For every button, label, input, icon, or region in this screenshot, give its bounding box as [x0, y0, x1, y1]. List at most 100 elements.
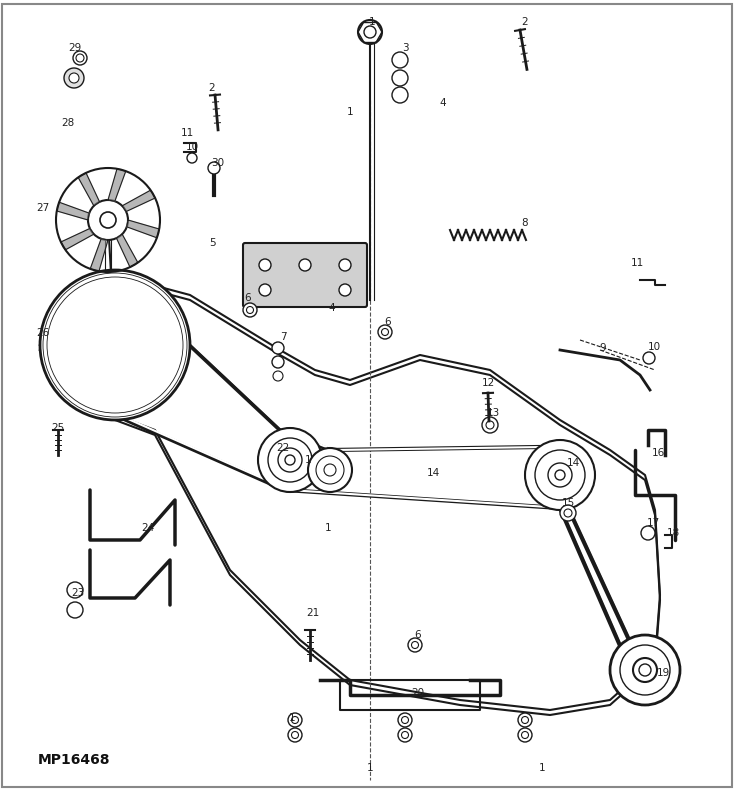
- Text: 30: 30: [211, 158, 224, 168]
- Text: 19: 19: [657, 668, 670, 678]
- Circle shape: [402, 716, 408, 724]
- Polygon shape: [108, 169, 126, 201]
- Circle shape: [398, 713, 412, 727]
- Circle shape: [324, 464, 336, 476]
- Circle shape: [525, 440, 595, 510]
- Circle shape: [288, 713, 302, 727]
- Circle shape: [187, 153, 197, 163]
- Circle shape: [518, 713, 532, 727]
- Circle shape: [308, 448, 352, 492]
- FancyBboxPatch shape: [243, 243, 367, 307]
- Circle shape: [67, 602, 83, 618]
- Circle shape: [259, 284, 271, 296]
- Text: 21: 21: [306, 608, 319, 618]
- Text: 26: 26: [36, 328, 49, 338]
- Circle shape: [392, 70, 408, 86]
- Circle shape: [548, 463, 572, 487]
- Circle shape: [60, 290, 170, 400]
- Circle shape: [208, 162, 220, 174]
- Text: 1: 1: [369, 17, 375, 27]
- Text: 12: 12: [481, 378, 495, 388]
- Circle shape: [107, 337, 123, 353]
- Circle shape: [285, 455, 295, 465]
- Circle shape: [50, 280, 180, 410]
- Text: 1: 1: [289, 713, 295, 723]
- Text: 9: 9: [600, 343, 606, 353]
- Circle shape: [291, 716, 299, 724]
- Circle shape: [564, 509, 572, 517]
- Circle shape: [87, 317, 143, 373]
- Circle shape: [259, 259, 271, 271]
- Circle shape: [610, 635, 680, 705]
- Text: 1: 1: [367, 763, 373, 773]
- Circle shape: [100, 212, 116, 228]
- Circle shape: [40, 270, 190, 420]
- Circle shape: [378, 325, 392, 339]
- Text: 23: 23: [71, 588, 85, 598]
- Circle shape: [560, 505, 576, 521]
- Circle shape: [64, 68, 84, 88]
- Circle shape: [73, 51, 87, 65]
- Circle shape: [268, 438, 312, 482]
- Circle shape: [272, 356, 284, 368]
- Circle shape: [88, 200, 128, 240]
- Text: 27: 27: [36, 203, 49, 213]
- Circle shape: [486, 421, 494, 429]
- Circle shape: [402, 731, 408, 739]
- Text: 2: 2: [522, 17, 528, 27]
- Text: 6: 6: [244, 293, 251, 303]
- Circle shape: [69, 73, 79, 83]
- Circle shape: [392, 52, 408, 68]
- Text: 10: 10: [648, 342, 661, 352]
- Circle shape: [67, 582, 83, 598]
- Circle shape: [258, 428, 322, 492]
- Text: 8: 8: [522, 218, 528, 228]
- Text: 1: 1: [305, 455, 311, 465]
- Text: 6: 6: [385, 317, 392, 327]
- Text: 4: 4: [439, 98, 446, 108]
- Circle shape: [339, 284, 351, 296]
- Text: 18: 18: [666, 528, 679, 538]
- Text: 3: 3: [402, 43, 408, 53]
- Circle shape: [643, 352, 655, 364]
- Polygon shape: [91, 239, 108, 271]
- Circle shape: [381, 328, 389, 335]
- Circle shape: [535, 450, 585, 500]
- Circle shape: [364, 26, 376, 38]
- Text: 1: 1: [325, 523, 331, 533]
- Text: 11: 11: [180, 128, 194, 138]
- Text: 11: 11: [630, 258, 643, 268]
- Circle shape: [522, 731, 528, 739]
- Circle shape: [555, 470, 565, 480]
- Text: 16: 16: [651, 448, 665, 458]
- Circle shape: [278, 448, 302, 472]
- Circle shape: [518, 728, 532, 742]
- Circle shape: [243, 303, 257, 317]
- Circle shape: [299, 259, 311, 271]
- Text: 17: 17: [646, 518, 659, 528]
- Circle shape: [43, 273, 187, 417]
- Circle shape: [392, 87, 408, 103]
- Circle shape: [339, 259, 351, 271]
- Circle shape: [639, 664, 651, 676]
- Text: 2: 2: [209, 83, 216, 93]
- Polygon shape: [57, 202, 89, 220]
- Text: 20: 20: [411, 688, 425, 698]
- Text: 14: 14: [567, 458, 580, 468]
- Circle shape: [358, 20, 382, 44]
- Circle shape: [398, 728, 412, 742]
- Text: 1: 1: [347, 107, 353, 117]
- Circle shape: [316, 456, 344, 484]
- Polygon shape: [122, 190, 155, 211]
- Circle shape: [47, 277, 183, 413]
- Polygon shape: [127, 220, 159, 237]
- Circle shape: [291, 731, 299, 739]
- Text: 15: 15: [562, 498, 575, 508]
- Text: 1: 1: [539, 763, 545, 773]
- Text: MP16468: MP16468: [38, 753, 110, 767]
- Text: 10: 10: [185, 142, 199, 152]
- Text: 28: 28: [61, 118, 74, 128]
- Text: 24: 24: [141, 523, 155, 533]
- Polygon shape: [78, 173, 99, 206]
- Circle shape: [76, 54, 84, 62]
